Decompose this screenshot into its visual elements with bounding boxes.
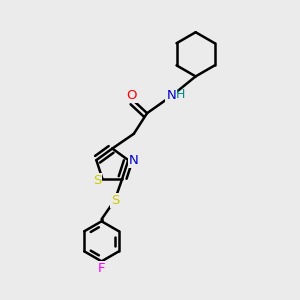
Text: O: O [126, 89, 137, 102]
Text: F: F [98, 262, 105, 275]
Text: N: N [166, 89, 176, 102]
Text: S: S [93, 174, 101, 187]
Text: H: H [176, 88, 185, 100]
Text: N: N [129, 154, 138, 166]
Text: S: S [111, 194, 119, 207]
